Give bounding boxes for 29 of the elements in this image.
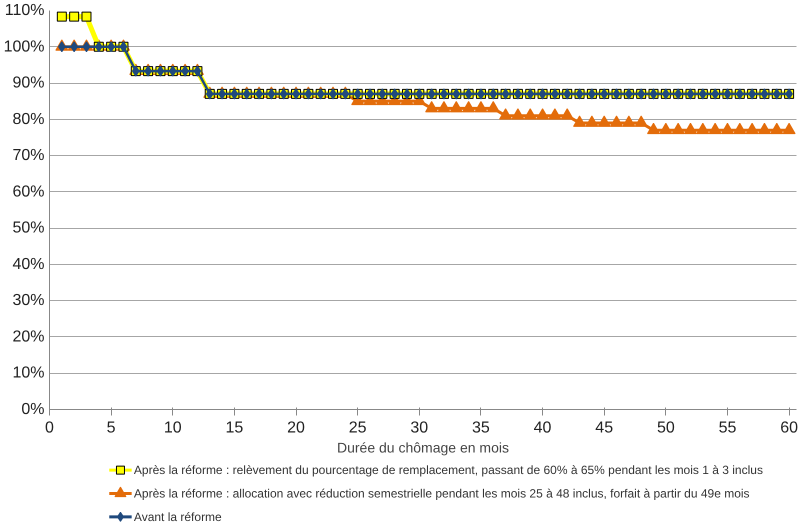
legend-label: Après la réforme : allocation avec réduction semestrielle pendant les mois 25 à 48 inclus, forfait à partir du 49e mois bbox=[134, 486, 750, 500]
y-tick-label: 60% bbox=[12, 183, 45, 200]
legend-label: Après la réforme : relèvement du pourcentage de remplacement, passant de 60% à 65% pendant les mois 1 à 3 inclus bbox=[134, 463, 763, 478]
y-tick-label: 30% bbox=[12, 292, 45, 310]
x-tick-label: 5 bbox=[106, 420, 116, 436]
x-axis-title: Durée du chômage en mois bbox=[337, 440, 510, 456]
x-tick-label: 50 bbox=[656, 420, 675, 436]
x-tick-label: 35 bbox=[472, 420, 490, 436]
y-tick-label: 80% bbox=[12, 110, 45, 128]
y-tick-label: 100% bbox=[4, 38, 44, 56]
y-tick-label: 50% bbox=[12, 220, 45, 237]
x-tick-label: 30 bbox=[410, 420, 428, 436]
x-tick-label: 40 bbox=[534, 420, 552, 436]
x-tick-label: 0 bbox=[45, 420, 54, 436]
x-tick-label: 10 bbox=[164, 420, 182, 436]
x-tick-label: 60 bbox=[780, 420, 798, 436]
x-tick-label: 15 bbox=[226, 420, 244, 436]
legend-label: Avant la réforme bbox=[134, 510, 222, 524]
x-tick-label: 55 bbox=[718, 420, 736, 436]
x-tick-label: 45 bbox=[595, 420, 614, 436]
x-tick-label: 20 bbox=[287, 420, 306, 436]
y-tick-label: 0% bbox=[21, 401, 44, 418]
x-tick-label: 25 bbox=[348, 420, 367, 436]
y-tick-label: 10% bbox=[12, 364, 45, 382]
y-tick-label: 40% bbox=[12, 256, 45, 273]
y-tick-label: 70% bbox=[12, 147, 45, 164]
y-tick-label: 110% bbox=[4, 2, 44, 19]
y-tick-label: 20% bbox=[12, 328, 45, 346]
y-tick-label: 90% bbox=[12, 74, 45, 92]
